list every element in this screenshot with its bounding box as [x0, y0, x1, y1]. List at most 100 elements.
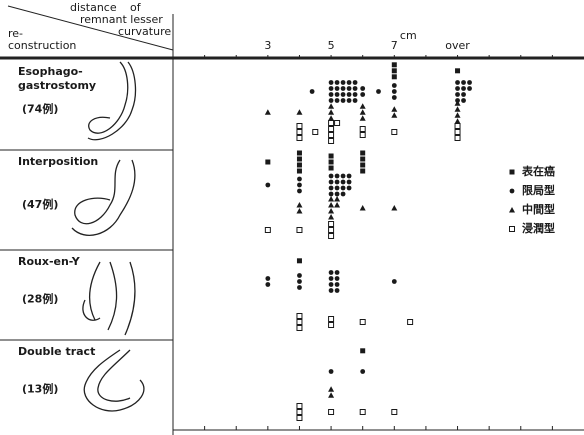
marker-group: [360, 205, 366, 211]
marker: [461, 86, 466, 91]
marker-group: [329, 410, 334, 415]
marker: [329, 80, 334, 85]
marker: [335, 98, 340, 103]
marker: [341, 98, 346, 103]
marker: [328, 109, 334, 115]
marker: [329, 174, 334, 179]
marker: [297, 314, 302, 319]
marker: [360, 127, 365, 132]
marker: [341, 186, 346, 191]
marker: [297, 169, 302, 174]
marker-group: [360, 410, 365, 415]
marker: [335, 86, 340, 91]
group-label: Esophago-: [18, 65, 83, 78]
marker: [329, 160, 334, 165]
marker-group: [265, 228, 270, 233]
marker: [297, 189, 302, 194]
marker: [297, 285, 302, 290]
marker-group: [455, 80, 472, 103]
marker: [329, 186, 334, 191]
group-cases: (74例): [22, 102, 58, 116]
marker: [455, 80, 460, 85]
marker: [297, 410, 302, 415]
marker: [392, 410, 397, 415]
legend-marker: [510, 227, 515, 232]
marker: [329, 154, 334, 159]
marker: [360, 169, 365, 174]
marker: [360, 109, 366, 115]
marker: [360, 348, 365, 353]
marker: [341, 174, 346, 179]
marker: [347, 174, 352, 179]
marker: [297, 279, 302, 284]
marker: [328, 392, 334, 398]
marker: [461, 92, 466, 97]
marker-group: [329, 369, 334, 374]
marker-group: [297, 273, 302, 290]
marker: [329, 228, 334, 233]
marker: [335, 270, 340, 275]
marker: [353, 98, 358, 103]
marker-group: [328, 196, 340, 220]
marker-group: [265, 276, 270, 287]
marker: [296, 109, 302, 115]
illustration: [72, 160, 135, 235]
marker: [328, 196, 334, 202]
illustration: [88, 62, 135, 140]
marker: [329, 288, 334, 293]
marker: [297, 124, 302, 129]
marker: [360, 157, 365, 162]
marker: [296, 202, 302, 208]
marker: [335, 288, 340, 293]
marker-group: [376, 89, 381, 94]
marker: [329, 222, 334, 227]
marker: [334, 196, 340, 202]
marker: [335, 92, 340, 97]
marker: [329, 121, 334, 126]
marker-group: [391, 106, 397, 118]
marker: [265, 109, 271, 115]
marker: [392, 130, 397, 135]
marker: [335, 186, 340, 191]
marker: [341, 192, 346, 197]
marker-group: [455, 68, 460, 73]
marker: [265, 276, 270, 281]
marker: [360, 92, 365, 97]
group-label: Roux-en-Y: [18, 255, 81, 268]
marker: [329, 410, 334, 415]
marker: [360, 320, 365, 325]
marker-group: [360, 86, 365, 97]
marker: [347, 92, 352, 97]
marker: [329, 127, 334, 132]
marker: [329, 317, 334, 322]
marker: [455, 124, 460, 129]
marker-group: [329, 80, 358, 103]
marker: [510, 189, 515, 194]
marker: [391, 106, 397, 112]
marker: [329, 234, 334, 239]
marker-group: [297, 404, 302, 421]
marker: [297, 228, 302, 233]
marker: [335, 180, 340, 185]
marker: [329, 180, 334, 185]
marker-group: [297, 124, 302, 141]
marker: [360, 410, 365, 415]
marker: [335, 174, 340, 179]
marker-group: [265, 183, 270, 188]
marker: [455, 118, 461, 124]
group-cases: (13例): [22, 382, 58, 396]
marker: [329, 92, 334, 97]
marker-group: [296, 109, 302, 115]
marker-group: [360, 369, 365, 374]
marker-group: [392, 130, 397, 135]
marker: [392, 74, 397, 79]
marker: [392, 83, 397, 88]
group-label: Interposition: [18, 155, 98, 168]
marker-group: [360, 127, 365, 138]
marker-group: [329, 222, 334, 239]
marker: [392, 68, 397, 73]
marker-group: [296, 202, 302, 214]
marker: [353, 80, 358, 85]
marker: [328, 214, 334, 220]
marker: [360, 103, 366, 109]
